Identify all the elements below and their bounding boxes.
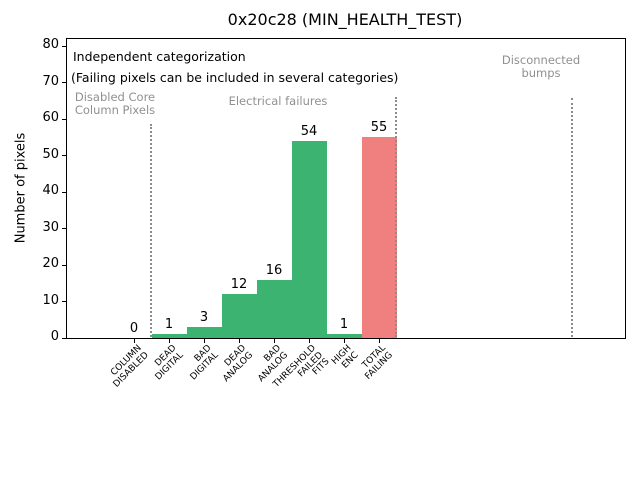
bar-bad-digital — [186, 327, 222, 338]
bar-value-label: 54 — [300, 124, 318, 140]
bar-total-failing — [361, 137, 397, 338]
separator-dotted-line — [395, 97, 397, 337]
y-tick-mark — [62, 228, 66, 230]
y-tick-mark — [62, 337, 66, 339]
y-tick-label: 20 — [42, 256, 59, 272]
x-tick-label: DEAD DIGITAL — [153, 343, 186, 382]
x-tick-label: BAD DIGITAL — [188, 343, 221, 382]
chart-title: 0x20c28 (MIN_HEALTH_TEST) — [227, 10, 463, 29]
annotation-text: Independent categorization — [73, 49, 246, 64]
bar-bad-analog — [256, 279, 292, 338]
x-tick-label: TOTAL FAILING — [361, 343, 396, 382]
region-label: Disconnected bumps — [501, 53, 581, 80]
bar-value-label: 3 — [199, 310, 209, 326]
region-label: Disabled Core Column Pixels — [74, 90, 156, 117]
x-tick-label: COLUMN DISABLED — [108, 343, 151, 390]
x-tick-mark — [308, 339, 310, 343]
y-tick-label: 70 — [42, 73, 59, 89]
bar-value-label: 16 — [265, 262, 283, 278]
y-tick-label: 50 — [42, 146, 59, 162]
y-tick-mark — [62, 45, 66, 47]
bar-value-label: 1 — [339, 317, 349, 333]
y-tick-mark — [62, 191, 66, 193]
x-tick-mark — [133, 339, 135, 343]
plot-area: 0 1 3 12 16 54 1 55 — [62, 38, 626, 343]
annotation-text: (Failing pixels can be included in sever… — [71, 70, 399, 85]
bar-dead-digital — [151, 334, 187, 338]
x-tick-mark — [238, 339, 240, 343]
bar-value-label: 12 — [230, 277, 248, 293]
separator-dotted-line — [571, 98, 573, 337]
y-tick-label: 60 — [42, 110, 59, 126]
bar-high-enc — [326, 334, 362, 338]
x-tick-mark — [203, 339, 205, 343]
y-tick-mark — [62, 155, 66, 157]
y-tick-label: 40 — [42, 183, 59, 199]
y-tick-mark — [62, 264, 66, 266]
bar-value-label: 55 — [370, 120, 388, 136]
region-label: Electrical failures — [228, 94, 328, 108]
bar-value-label: 0 — [129, 321, 139, 336]
y-tick-label: 10 — [42, 292, 59, 308]
x-tick-mark — [273, 339, 275, 343]
x-tick-mark — [168, 339, 170, 343]
bar-threshold-failed-fits — [291, 141, 327, 338]
bar-dead-analog — [221, 294, 257, 338]
x-tick-mark — [378, 339, 380, 343]
y-tick-label: 80 — [42, 37, 59, 53]
y-tick-label: 30 — [42, 219, 59, 235]
x-tick-label: HIGH ENC — [329, 343, 361, 371]
y-tick-mark — [62, 301, 66, 303]
x-tick-mark — [343, 339, 345, 343]
x-tick-label: DEAD ANALOG — [221, 343, 256, 384]
separator-dotted-line — [150, 124, 152, 337]
y-tick-mark — [62, 118, 66, 120]
y-tick-label: 0 — [50, 329, 59, 344]
y-tick-mark — [62, 82, 66, 84]
bar-value-label: 1 — [164, 317, 174, 333]
